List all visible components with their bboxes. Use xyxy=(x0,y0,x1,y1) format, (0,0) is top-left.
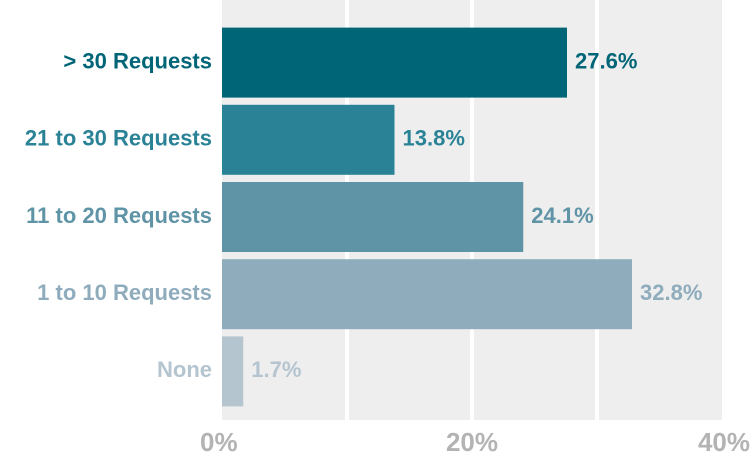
bar xyxy=(222,259,632,330)
value-label: 13.8% xyxy=(403,126,465,151)
value-label: 32.8% xyxy=(640,280,702,305)
x-tick-label: 0% xyxy=(200,427,238,457)
category-label: > 30 Requests xyxy=(63,48,212,73)
value-label: 1.7% xyxy=(251,357,301,382)
bar xyxy=(222,336,244,407)
category-label: 21 to 30 Requests xyxy=(25,126,212,151)
x-tick-label: 40% xyxy=(698,427,750,457)
value-label: 24.1% xyxy=(531,203,593,228)
bar xyxy=(222,182,524,252)
category-label: 11 to 20 Requests xyxy=(26,203,212,228)
bar xyxy=(222,104,395,175)
category-label: 1 to 10 Requests xyxy=(37,280,212,305)
bar xyxy=(222,27,567,98)
value-label: 27.6% xyxy=(575,48,637,73)
x-tick-label: 20% xyxy=(446,427,498,457)
category-label: None xyxy=(157,357,212,382)
